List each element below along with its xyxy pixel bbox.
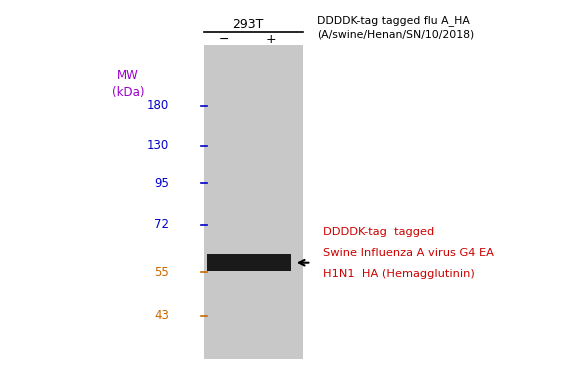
Text: DDDDK-tag tagged flu A_HA: DDDDK-tag tagged flu A_HA (317, 15, 470, 26)
Text: 180: 180 (147, 99, 169, 112)
Text: 55: 55 (154, 266, 169, 279)
Text: 293T: 293T (232, 18, 263, 31)
Text: (kDa): (kDa) (112, 86, 144, 99)
Text: 43: 43 (154, 309, 169, 322)
Text: H1N1  HA (Hemagglutinin): H1N1 HA (Hemagglutinin) (323, 269, 475, 279)
Text: 72: 72 (154, 218, 169, 231)
Text: (A/swine/Henan/SN/10/2018): (A/swine/Henan/SN/10/2018) (317, 29, 474, 39)
Text: +: + (265, 33, 276, 46)
FancyBboxPatch shape (204, 45, 303, 359)
Text: MW: MW (117, 69, 139, 82)
Text: 95: 95 (154, 177, 169, 190)
FancyBboxPatch shape (207, 254, 291, 271)
Text: −: − (219, 33, 229, 46)
Text: DDDDK-tag  tagged: DDDDK-tag tagged (323, 228, 434, 237)
Text: Swine Influenza A virus G4 EA: Swine Influenza A virus G4 EA (323, 248, 494, 258)
Text: 130: 130 (147, 139, 169, 152)
